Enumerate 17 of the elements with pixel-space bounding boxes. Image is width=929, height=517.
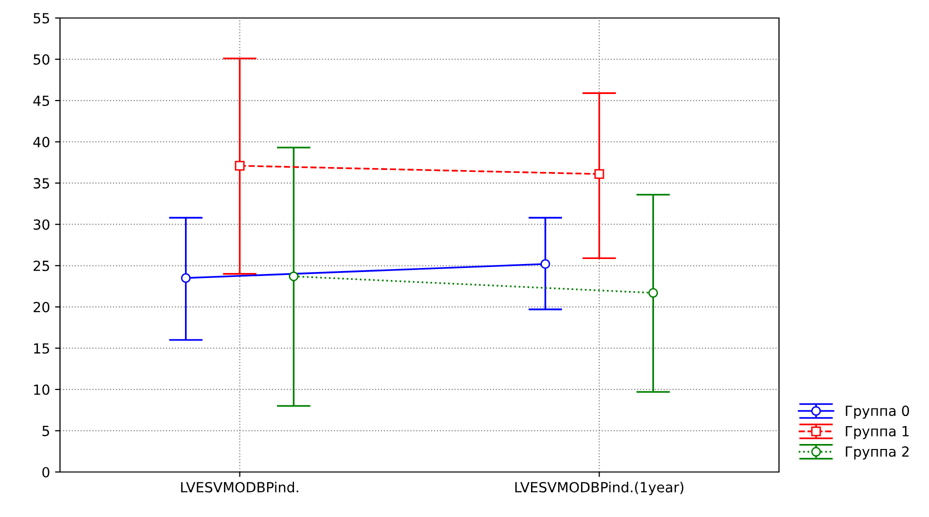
legend-label: Группа 0: [846, 406, 910, 419]
x-tick-label: LVESVMODBPind.(1year): [515, 482, 684, 496]
legend-label: Группа 2: [846, 446, 909, 460]
y-tick-label: 15: [34, 343, 50, 354]
x-tick-label: LVESVMODBPind.: [181, 482, 298, 492]
y-tick-label: 50: [34, 54, 50, 65]
y-tick-label: 10: [34, 384, 50, 395]
legend-label: Группа 1: [846, 426, 909, 440]
y-tick-label: 0: [42, 466, 50, 478]
y-tick-label: 35: [34, 178, 50, 189]
y-tick-label: 30: [34, 219, 50, 230]
y-tick-label: 55: [34, 13, 50, 24]
y-tick-label: 45: [33, 96, 50, 106]
y-tick-label: 25: [34, 260, 50, 272]
y-tick-label: 20: [34, 302, 50, 312]
y-tick-label: 5: [42, 426, 50, 436]
y-tick-label: 40: [33, 136, 50, 148]
